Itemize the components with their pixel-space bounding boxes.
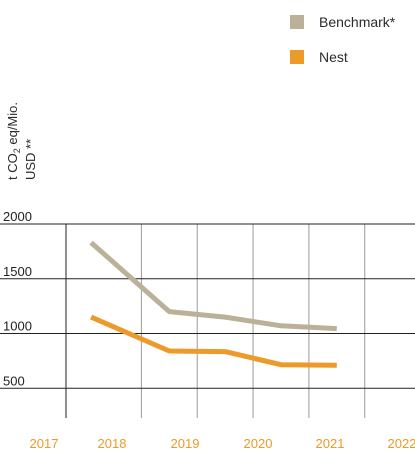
x-tick-label-2019: 2019 (171, 436, 200, 451)
legend-swatch-nest (290, 50, 304, 64)
x-tick-label-2020: 2020 (244, 436, 273, 451)
legend-label-nest: Nest (319, 49, 348, 65)
y-tick-label-1000: 1000 (3, 319, 32, 334)
x-tick-label-2018: 2018 (98, 436, 127, 451)
series-line-nest (90, 314, 337, 368)
legend-label-benchmark: Benchmark* (319, 14, 396, 30)
y-tick-label-1500: 1500 (3, 264, 32, 279)
y-tick-label-500: 500 (3, 373, 25, 388)
series-line-benchmark (89, 240, 337, 332)
legend-swatch-benchmark (290, 15, 304, 29)
y-tick-label-2000: 2000 (3, 209, 32, 224)
x-tick-label-2017: 2017 (30, 436, 59, 451)
x-tick-label-2021: 2021 (316, 436, 345, 451)
x-tick-label-2022: 2022 (388, 436, 415, 451)
